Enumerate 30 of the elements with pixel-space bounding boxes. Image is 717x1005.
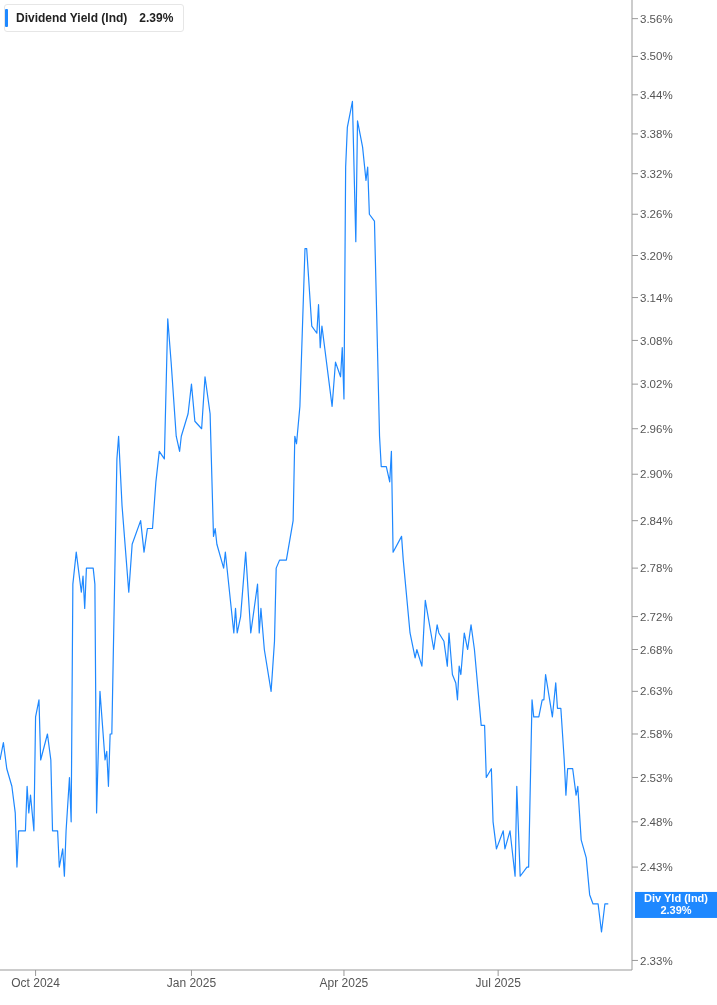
text: Div Yld (Ind) 2.39% bbox=[644, 891, 709, 916]
y-tick-label: 2.90% bbox=[640, 468, 673, 481]
y-tick-label: 2.96% bbox=[640, 422, 673, 435]
x-tick-label: Jan 2025 bbox=[166, 975, 217, 990]
y-tick-label: 3.50% bbox=[640, 50, 673, 63]
y-tick-label: 2.63% bbox=[640, 685, 673, 698]
line-series bbox=[0, 100, 609, 933]
legend-label: Dividend Yield (Ind) bbox=[16, 11, 128, 25]
x-tick-label: Apr 2025 bbox=[319, 975, 369, 990]
x-tick-label: Oct 2024 bbox=[11, 975, 61, 990]
y-tick-label: 2.53% bbox=[640, 771, 673, 784]
annotation: 2.39% bbox=[139, 11, 174, 25]
y-tick-label: 3.02% bbox=[640, 378, 673, 391]
y-tick-label: 3.20% bbox=[640, 249, 673, 262]
y-tick-label: 3.44% bbox=[640, 88, 673, 101]
y-tick-label: 2.78% bbox=[640, 562, 673, 575]
y-tick-label: 2.72% bbox=[640, 610, 673, 623]
y-tick-label: 2.58% bbox=[640, 728, 673, 741]
x-tick-label: Jul 2025 bbox=[475, 975, 522, 990]
y-tick-label: 3.14% bbox=[640, 291, 673, 304]
y-tick-label: 2.84% bbox=[640, 514, 673, 527]
y-tick-label: 3.26% bbox=[640, 208, 673, 221]
y-tick-label: 2.68% bbox=[640, 643, 673, 656]
y-tick-label: 3.32% bbox=[640, 167, 673, 180]
y-tick-label: 2.48% bbox=[640, 815, 673, 828]
y-tick-label: 2.33% bbox=[640, 954, 673, 967]
y-tick-label: 3.38% bbox=[640, 128, 673, 140]
y-tick-label: 3.56% bbox=[640, 12, 673, 25]
y-tick-label: 3.08% bbox=[640, 334, 673, 347]
y-tick-label: 2.43% bbox=[640, 861, 673, 874]
